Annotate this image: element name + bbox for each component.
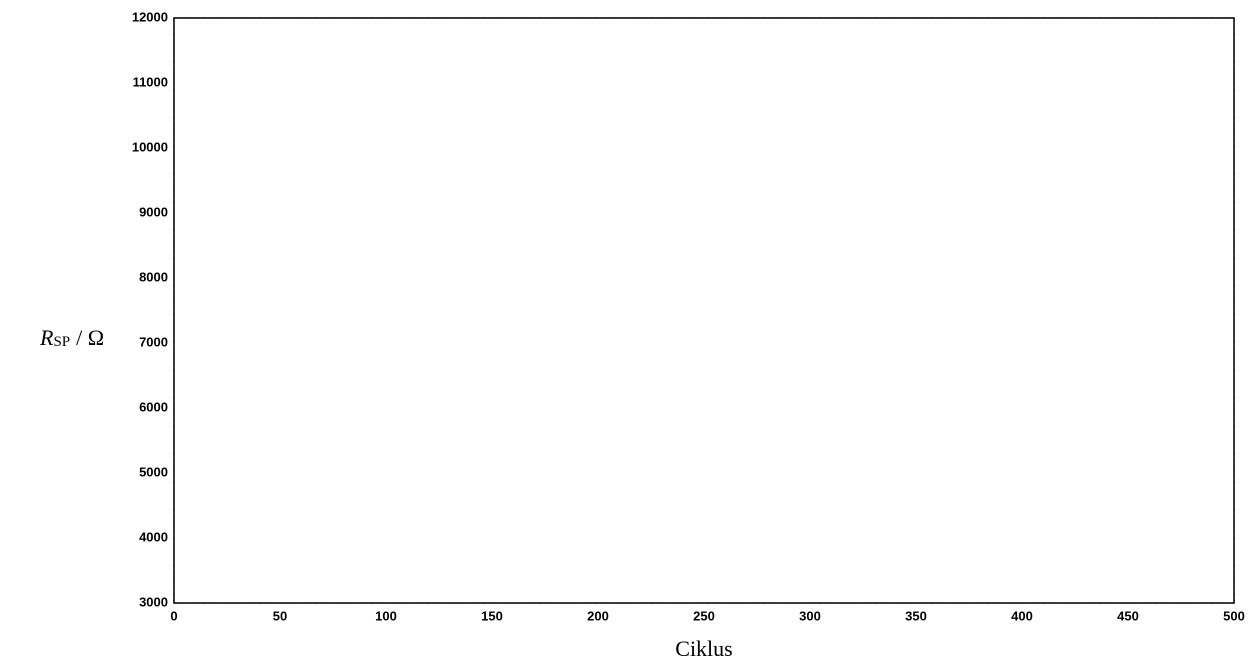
x-tick-label: 350 bbox=[905, 608, 927, 623]
plot-frame bbox=[173, 17, 1235, 604]
x-tick-label: 200 bbox=[587, 608, 609, 623]
y-tick-label: 3000 bbox=[139, 594, 168, 609]
x-tick-label: 450 bbox=[1117, 608, 1139, 623]
y-label-subscript: SP bbox=[53, 334, 70, 350]
x-tick-label: 300 bbox=[799, 608, 821, 623]
y-tick-label: 5000 bbox=[139, 464, 168, 479]
y-tick-label: 7000 bbox=[139, 334, 168, 349]
y-tick-label: 8000 bbox=[139, 269, 168, 284]
y-label-symbol: R bbox=[39, 325, 54, 350]
x-tick-label: 500 bbox=[1223, 608, 1245, 623]
x-tick-label: 100 bbox=[375, 608, 397, 623]
y-tick-label: 11000 bbox=[133, 74, 168, 89]
y-tick-label: 9000 bbox=[139, 204, 168, 219]
x-tick-label: 50 bbox=[273, 608, 287, 623]
x-tick-label: 150 bbox=[481, 608, 503, 623]
y-axis-label: RSP / Ω bbox=[39, 325, 104, 350]
x-tick-label: 400 bbox=[1011, 608, 1033, 623]
y-tick-label: 12000 bbox=[132, 9, 168, 24]
y-label-unit: / Ω bbox=[76, 325, 104, 350]
x-axis-label: Ciklus bbox=[675, 636, 732, 661]
y-tick-label: 10000 bbox=[132, 139, 168, 154]
y-tick-label: 6000 bbox=[139, 399, 168, 414]
x-tick-label: 250 bbox=[693, 608, 715, 623]
x-tick-label: 0 bbox=[170, 608, 177, 623]
y-tick-label: 4000 bbox=[139, 529, 168, 544]
